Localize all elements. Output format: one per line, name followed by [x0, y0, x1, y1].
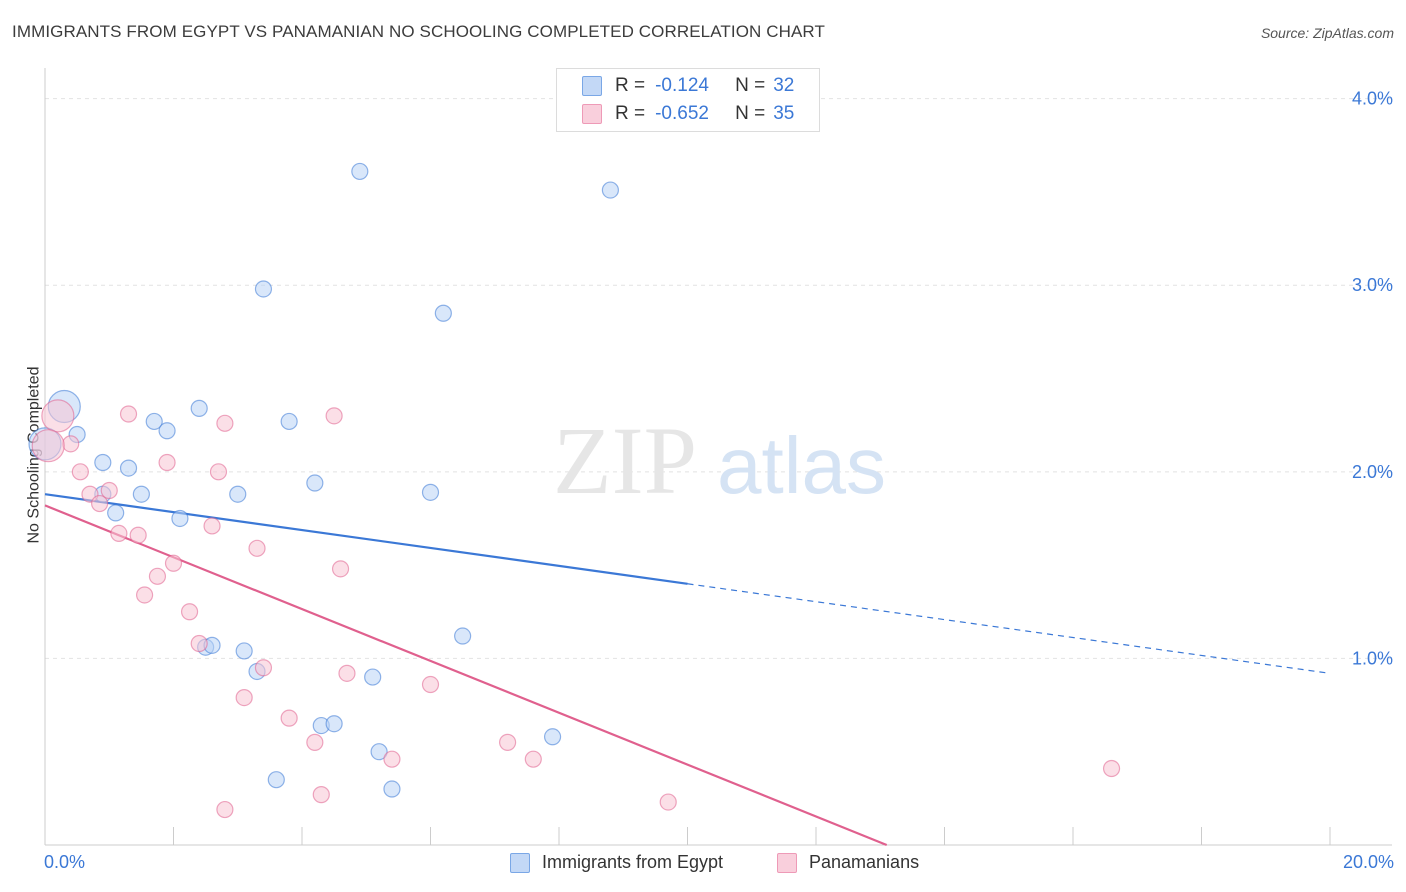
legend-item-panamanians: Panamanians	[777, 852, 919, 873]
y-tick-label: 3.0%	[1352, 275, 1393, 295]
data-point-panamanians	[216, 414, 234, 432]
data-point-panamanians	[62, 435, 80, 453]
data-point-panamanians	[148, 567, 167, 585]
watermark-zip: ZIP	[553, 407, 697, 514]
y-tick-label: 4.0%	[1352, 89, 1393, 109]
correlation-legend: R = -0.124 N = 32 R = -0.652 N = 35	[556, 68, 820, 132]
data-point-panamanians	[280, 709, 298, 727]
data-point-panamanians	[248, 539, 266, 557]
trend-lines	[44, 493, 1331, 847]
data-point-egypt	[434, 304, 452, 322]
r-value-egypt: -0.124	[655, 75, 709, 96]
n-value-egypt: 32	[773, 75, 795, 96]
data-point-egypt	[601, 181, 620, 199]
legend-swatch-panamanians	[777, 852, 797, 873]
data-point-panamanians	[129, 526, 147, 544]
data-point-panamanians	[499, 733, 517, 751]
source-label: Source: ZipAtlas.com	[1260, 25, 1394, 41]
data-point-panamanians	[158, 453, 176, 472]
data-point-panamanians	[110, 524, 128, 543]
data-points	[28, 162, 1121, 819]
trend-line-extension	[687, 583, 1331, 674]
watermark-atlas: atlas	[717, 421, 886, 510]
data-point-panamanians	[119, 405, 138, 423]
data-point-panamanians	[383, 750, 401, 768]
n-label: N =	[735, 103, 766, 124]
data-point-panamanians	[203, 517, 221, 535]
data-point-panamanians	[180, 603, 199, 621]
chart-title: IMMIGRANTS FROM EGYPT VS PANAMANIAN NO S…	[12, 22, 825, 41]
data-point-panamanians	[209, 463, 228, 481]
data-point-egypt	[306, 474, 324, 492]
data-point-panamanians	[254, 659, 273, 677]
x-tick-min: 0.0%	[44, 852, 86, 872]
data-point-panamanians	[421, 675, 440, 694]
data-point-egypt	[364, 668, 382, 686]
data-point-panamanians	[164, 554, 183, 572]
legend-label-panamanians: Panamanians	[809, 852, 920, 872]
legend-swatch-egypt	[510, 852, 530, 873]
grid-lines	[45, 98, 1392, 659]
data-point-egypt	[132, 485, 150, 503]
data-point-panamanians	[71, 463, 89, 481]
data-point-egypt	[107, 504, 125, 522]
data-point-egypt	[383, 780, 401, 798]
data-point-panamanians	[1102, 759, 1121, 778]
data-point-egypt	[145, 412, 163, 431]
data-point-egypt	[267, 771, 285, 789]
legend-label-egypt: Immigrants from Egypt	[542, 852, 724, 872]
data-point-egypt	[171, 509, 189, 528]
data-point-egypt	[421, 483, 440, 501]
data-point-panamanians	[524, 750, 542, 768]
data-point-panamanians	[325, 407, 343, 425]
data-point-panamanians	[216, 800, 234, 819]
legend-row-panamanians: R = -0.652 N = 35	[582, 102, 795, 126]
data-point-panamanians	[338, 664, 356, 682]
data-point-egypt	[543, 728, 562, 746]
data-point-panamanians	[31, 429, 65, 463]
r-label: R =	[615, 75, 646, 96]
data-point-egypt	[254, 280, 273, 298]
data-point-egypt	[119, 459, 138, 477]
data-point-panamanians	[100, 481, 118, 500]
data-point-egypt	[235, 642, 253, 660]
legend-row-egypt: R = -0.124 N = 32	[582, 74, 795, 98]
legend-swatch-egypt	[582, 76, 602, 96]
data-point-egypt	[94, 453, 112, 472]
data-point-panamanians	[91, 494, 109, 513]
data-point-panamanians	[41, 399, 75, 433]
data-point-panamanians	[331, 560, 350, 578]
y-tick-label: 2.0%	[1352, 462, 1393, 482]
x-tick-max: 20.0%	[1342, 852, 1394, 872]
data-point-panamanians	[235, 688, 253, 707]
legend-item-egypt: Immigrants from Egypt	[510, 852, 723, 873]
r-label: R =	[615, 103, 646, 124]
data-point-panamanians	[190, 634, 208, 653]
y-tick-label: 1.0%	[1352, 648, 1393, 668]
data-point-panamanians	[312, 786, 330, 804]
data-point-egypt	[229, 485, 247, 503]
data-point-panamanians	[659, 793, 677, 811]
y-tick-labels: 1.0% 2.0% 3.0% 4.0%	[1352, 89, 1393, 669]
data-point-egypt	[158, 422, 176, 440]
trend-line-egypt	[44, 493, 688, 585]
n-label: N =	[735, 75, 766, 96]
data-point-egypt	[190, 399, 208, 417]
data-point-egypt	[351, 162, 369, 181]
trend-line-panamanians	[44, 504, 888, 847]
n-value-panamanians: 35	[773, 103, 795, 124]
data-point-panamanians	[135, 586, 154, 604]
data-point-egypt	[280, 412, 298, 431]
data-point-egypt	[370, 743, 388, 761]
data-point-egypt	[454, 627, 472, 645]
legend-swatch-panamanians	[582, 104, 602, 124]
data-point-egypt	[325, 715, 343, 733]
data-point-panamanians	[306, 733, 324, 751]
r-value-panamanians: -0.652	[655, 103, 709, 124]
